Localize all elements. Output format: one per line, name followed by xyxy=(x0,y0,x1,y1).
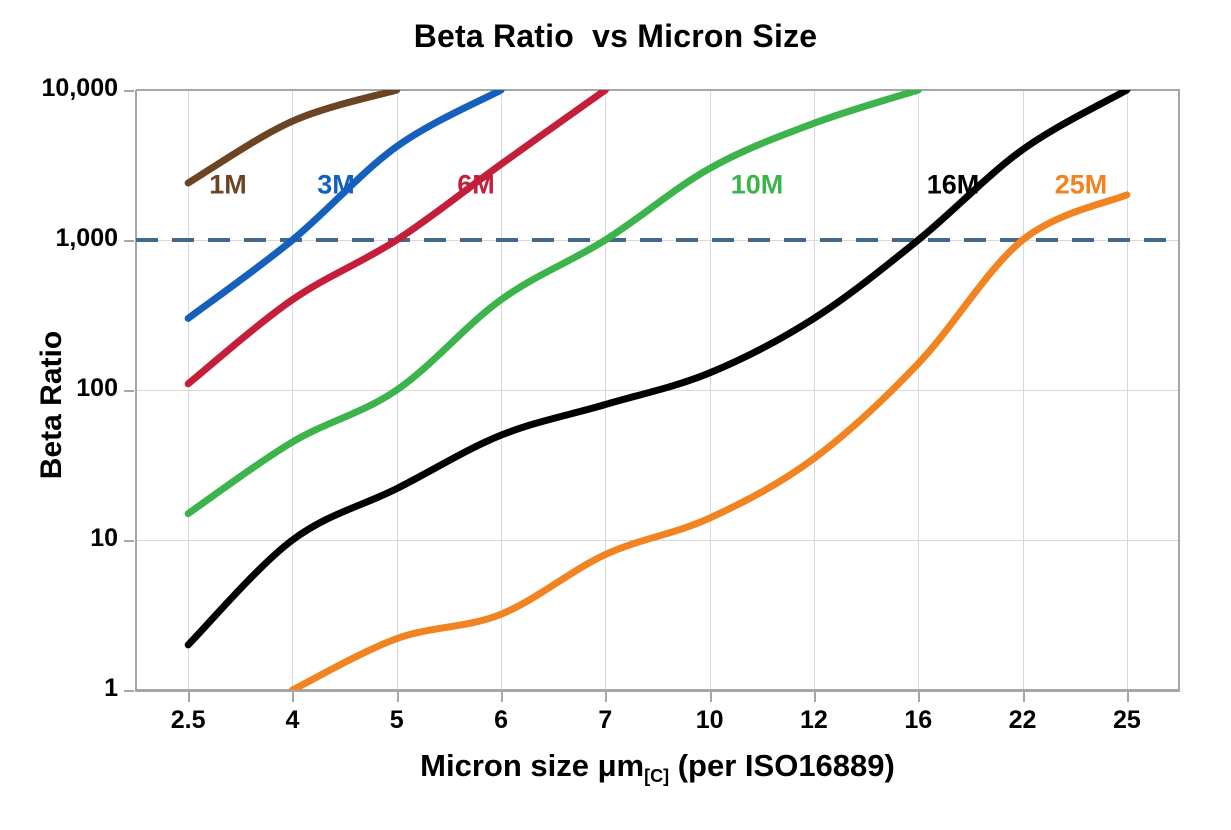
x-axis-title-tail: (per ISO16889) xyxy=(669,748,895,783)
x-axis-title: Micron size μm[C] (per ISO16889) xyxy=(136,748,1179,787)
x-tick-mark xyxy=(918,690,921,702)
x-tick-label: 6 xyxy=(494,706,508,734)
chart-title: Beta Ratio vs Micron Size xyxy=(413,18,818,54)
y-tick-label: 10 xyxy=(90,524,118,552)
x-tick-label: 16 xyxy=(904,706,933,734)
series-label-10m: 10M xyxy=(730,169,784,200)
series-label-25m: 25M xyxy=(1054,169,1108,200)
x-tick-mark xyxy=(709,690,712,702)
x-tick-mark xyxy=(1126,690,1129,702)
x-tick-mark xyxy=(605,690,608,702)
y-tick-label: 1 xyxy=(104,674,118,702)
axis-line-right xyxy=(1178,90,1180,691)
y-tick-mark xyxy=(124,540,134,542)
x-tick-mark xyxy=(292,690,295,702)
axis-line-left xyxy=(135,90,137,691)
x-tick-label: 5 xyxy=(389,706,404,734)
x-tick-mark xyxy=(813,690,816,702)
x-tick-label: 10 xyxy=(695,706,724,734)
series-line-1m xyxy=(184,90,401,187)
series-line-6m xyxy=(184,90,609,388)
x-tick-label: 2.5 xyxy=(170,706,206,734)
x-axis-title-main: Micron size μm xyxy=(420,748,645,783)
series-lines xyxy=(136,90,1179,690)
y-tick-mark xyxy=(124,90,134,92)
x-tick-label: 25 xyxy=(1112,706,1141,734)
x-tick-mark xyxy=(501,690,504,702)
x-tick-label: 22 xyxy=(1008,706,1037,734)
y-tick-mark xyxy=(124,690,134,692)
x-axis-title-subscript: [C] xyxy=(644,766,670,786)
series-line-16m xyxy=(184,90,1131,649)
plot-area xyxy=(135,89,1180,692)
series-line-25m xyxy=(288,191,1131,690)
y-tick-label: 100 xyxy=(76,374,118,402)
series-line-3m xyxy=(184,90,505,322)
x-tick-mark xyxy=(188,690,191,702)
y-tick-mark xyxy=(124,390,134,392)
axis-line-bottom xyxy=(135,689,1180,692)
x-tick-label: 4 xyxy=(285,706,300,734)
x-tick-label: 7 xyxy=(598,706,613,734)
y-tick-label: 10,000 xyxy=(41,74,118,102)
series-label-6m: 6M xyxy=(457,169,495,200)
series-label-1m: 1M xyxy=(209,169,247,200)
y-tick-mark xyxy=(124,240,134,242)
series-label-3m: 3M xyxy=(317,169,355,200)
x-tick-mark xyxy=(396,690,399,702)
series-label-16m: 16M xyxy=(926,169,980,200)
gridline-horizontal xyxy=(136,540,1179,541)
series-line-10m xyxy=(184,90,922,518)
axis-line-top xyxy=(136,89,1180,91)
y-tick-label: 1,000 xyxy=(55,224,118,252)
y-axis-title: Beta Ratio xyxy=(35,330,68,480)
x-tick-label: 12 xyxy=(800,706,828,734)
x-tick-mark xyxy=(1022,690,1025,702)
